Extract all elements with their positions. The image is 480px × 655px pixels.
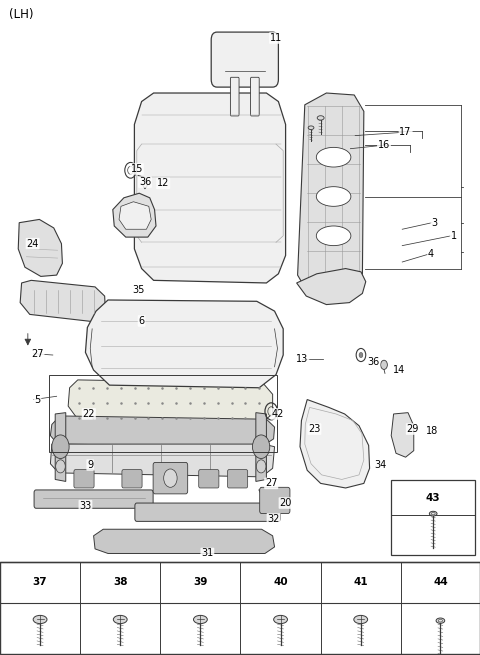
Polygon shape [85, 300, 283, 388]
Polygon shape [119, 202, 151, 229]
Ellipse shape [429, 512, 437, 516]
Ellipse shape [193, 616, 207, 624]
Text: 5: 5 [34, 394, 41, 405]
Text: 12: 12 [157, 178, 169, 189]
Text: 37: 37 [33, 577, 48, 588]
FancyBboxPatch shape [228, 470, 248, 488]
Polygon shape [55, 413, 66, 481]
Text: 14: 14 [393, 365, 406, 375]
Ellipse shape [33, 616, 47, 624]
Text: 1: 1 [451, 231, 456, 241]
Text: 16: 16 [378, 140, 390, 151]
Polygon shape [298, 93, 364, 296]
Bar [0, 562, 480, 654]
Text: 41: 41 [353, 577, 368, 588]
Text: 23: 23 [308, 424, 321, 434]
FancyBboxPatch shape [260, 487, 290, 514]
Polygon shape [18, 219, 62, 276]
Text: 6: 6 [139, 316, 144, 326]
Circle shape [359, 352, 363, 358]
Circle shape [252, 435, 270, 458]
Text: 39: 39 [193, 577, 207, 588]
Text: 33: 33 [79, 500, 92, 511]
Polygon shape [50, 416, 275, 447]
Ellipse shape [436, 618, 445, 624]
Circle shape [56, 460, 65, 473]
Ellipse shape [431, 512, 435, 515]
Text: 34: 34 [374, 460, 386, 470]
FancyBboxPatch shape [135, 503, 280, 521]
Text: 43: 43 [426, 493, 441, 503]
Circle shape [381, 360, 387, 369]
Text: 22: 22 [83, 409, 95, 419]
Polygon shape [134, 93, 286, 283]
Text: 9: 9 [87, 460, 93, 470]
Polygon shape [113, 193, 156, 237]
Text: 36: 36 [367, 356, 380, 367]
FancyBboxPatch shape [199, 470, 219, 488]
Ellipse shape [316, 187, 351, 206]
Polygon shape [50, 444, 275, 477]
Ellipse shape [308, 126, 314, 130]
Ellipse shape [354, 616, 368, 624]
Polygon shape [300, 400, 370, 488]
Circle shape [164, 469, 177, 487]
Polygon shape [94, 529, 275, 553]
Text: 18: 18 [426, 426, 438, 436]
Text: 32: 32 [267, 514, 280, 524]
Polygon shape [391, 413, 414, 457]
Text: 31: 31 [201, 548, 214, 559]
Text: 17: 17 [399, 127, 412, 138]
Polygon shape [256, 413, 266, 481]
Polygon shape [20, 280, 106, 322]
Text: 13: 13 [296, 354, 309, 364]
FancyBboxPatch shape [74, 470, 94, 488]
FancyBboxPatch shape [122, 470, 142, 488]
Text: 27: 27 [265, 478, 277, 489]
Text: 20: 20 [279, 498, 292, 508]
Ellipse shape [316, 226, 351, 246]
FancyBboxPatch shape [211, 32, 278, 87]
Text: 40: 40 [273, 577, 288, 588]
Bar [391, 480, 475, 555]
Polygon shape [68, 380, 273, 422]
FancyBboxPatch shape [251, 77, 259, 116]
Polygon shape [297, 269, 366, 305]
Ellipse shape [274, 616, 288, 624]
Text: 27: 27 [31, 348, 44, 359]
Ellipse shape [316, 147, 351, 167]
Text: 36: 36 [139, 177, 151, 187]
Ellipse shape [317, 116, 324, 120]
Text: 11: 11 [270, 33, 282, 43]
FancyBboxPatch shape [230, 77, 239, 116]
Text: (LH): (LH) [9, 8, 33, 21]
Text: 4: 4 [428, 249, 434, 259]
Circle shape [256, 460, 266, 473]
Text: 24: 24 [26, 238, 39, 249]
FancyBboxPatch shape [34, 490, 153, 508]
Text: 44: 44 [433, 577, 448, 588]
FancyBboxPatch shape [153, 462, 188, 494]
Circle shape [52, 435, 69, 458]
Ellipse shape [113, 616, 127, 624]
Text: 3: 3 [432, 217, 437, 228]
Text: 29: 29 [407, 424, 419, 434]
Text: 42: 42 [271, 409, 284, 419]
Text: 38: 38 [113, 577, 128, 588]
Text: 15: 15 [131, 164, 143, 174]
Ellipse shape [438, 620, 443, 622]
Text: 35: 35 [132, 284, 144, 295]
